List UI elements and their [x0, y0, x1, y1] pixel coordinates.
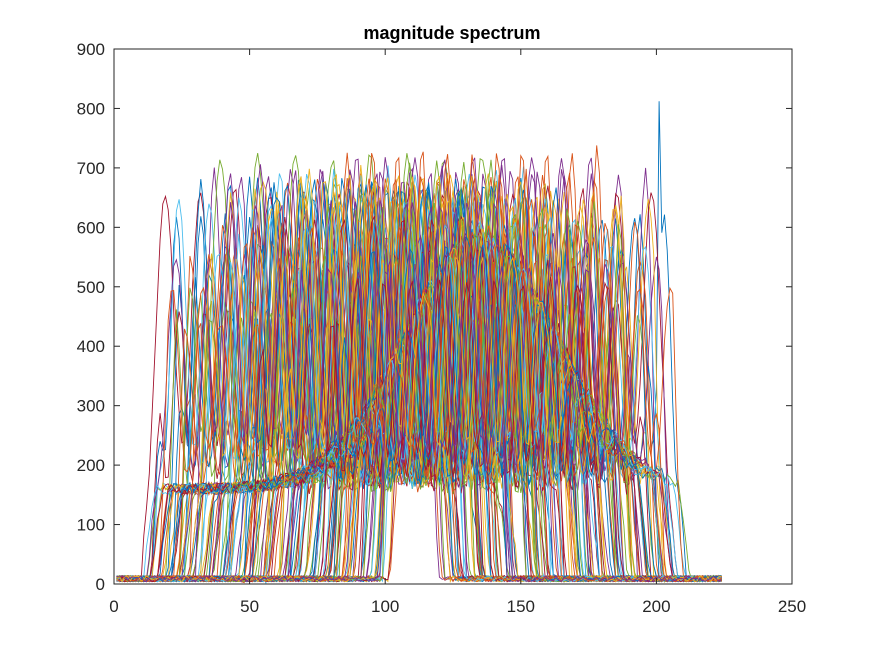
y-tick-label: 900	[77, 40, 105, 59]
axes-box	[113, 48, 793, 585]
series-line	[116, 202, 722, 583]
x-tick-label: 100	[371, 597, 399, 616]
series-line	[116, 228, 722, 583]
plot-area	[116, 101, 722, 584]
series-line	[116, 231, 722, 583]
y-tick-label: 800	[77, 99, 105, 118]
chart-title: magnitude spectrum	[363, 23, 540, 43]
x-tick-label: 150	[507, 597, 535, 616]
series-line	[116, 286, 722, 583]
series-line	[116, 235, 722, 583]
y-tick-label: 700	[77, 159, 105, 178]
y-tick-label: 100	[77, 516, 105, 535]
x-tick-label: 200	[642, 597, 670, 616]
y-tick-label: 500	[77, 278, 105, 297]
series-line	[116, 276, 722, 583]
axes: 0 50 100 150 200 250 0 100 200 300 400 500 600 700 800…	[77, 40, 807, 616]
y-tick-label: 600	[77, 218, 105, 237]
x-tick-label: 0	[109, 597, 118, 616]
y-tick-label: 200	[77, 456, 105, 475]
x-tick-label: 50	[240, 597, 259, 616]
y-tick-label: 0	[96, 575, 105, 594]
y-tick-label: 400	[77, 337, 105, 356]
y-tick-label: 300	[77, 397, 105, 416]
x-tick-label: 250	[778, 597, 806, 616]
